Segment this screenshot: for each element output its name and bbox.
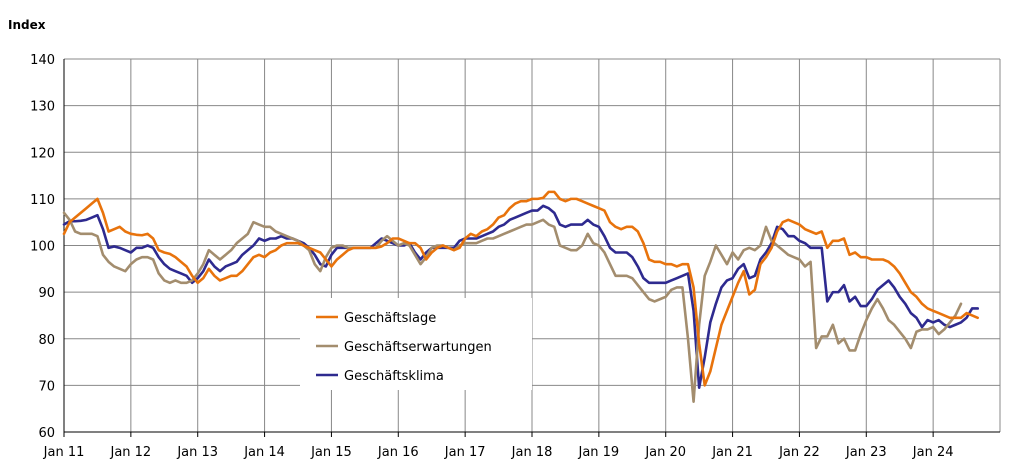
x-tick-labels: Jan 11 Jan 12 Jan 13 Jan 14 Jan 15 Jan 16 Jan … xyxy=(43,445,954,460)
y-tick-label: 100 xyxy=(30,240,55,255)
x-tick-label: Jan 11 xyxy=(43,445,85,460)
axes xyxy=(63,59,1000,437)
y-tick-label: 130 xyxy=(30,100,55,115)
series-line xyxy=(62,204,980,390)
x-tick-label: Jan 12 xyxy=(109,445,151,460)
x-tick-label: Jan 14 xyxy=(243,445,285,460)
y-tick-label: 70 xyxy=(38,379,55,394)
x-tick-label: Jan 21 xyxy=(711,445,753,460)
x-tick-label: Jan 24 xyxy=(912,445,954,460)
x-tick-label: Jan 13 xyxy=(176,445,218,460)
series-line xyxy=(62,190,980,387)
y-tick-label: 110 xyxy=(30,193,55,208)
series-line xyxy=(62,211,963,403)
y-axis-label: Index xyxy=(8,18,46,32)
y-tick-label: 60 xyxy=(38,426,55,441)
legend: Geschäftslage Geschäftserwartungen Geschäf… xyxy=(300,298,532,390)
x-tick-label: Jan 20 xyxy=(644,445,686,460)
x-tick-label: Jan 16 xyxy=(377,445,419,460)
series-layer xyxy=(62,190,980,403)
x-tick-label: Jan 18 xyxy=(511,445,553,460)
legend-label: Geschäftslage xyxy=(344,311,436,326)
y-tick-label: 80 xyxy=(38,333,55,348)
x-tick-label: Jan 22 xyxy=(778,445,820,460)
x-tick-label: Jan 17 xyxy=(444,445,486,460)
x-tick-label: Jan 15 xyxy=(310,445,352,460)
y-tick-label: 120 xyxy=(30,146,55,161)
x-tick-label: Jan 19 xyxy=(577,445,619,460)
legend-label: Geschäftsklima xyxy=(344,369,444,384)
y-tick-label: 140 xyxy=(30,53,55,68)
legend-box xyxy=(300,298,532,390)
legend-label: Geschäftserwartungen xyxy=(344,340,492,355)
y-tick-labels: 60 70 80 90 100 110 120 130 140 xyxy=(30,53,55,441)
x-tick-label: Jan 23 xyxy=(845,445,887,460)
y-tick-label: 90 xyxy=(38,286,55,301)
